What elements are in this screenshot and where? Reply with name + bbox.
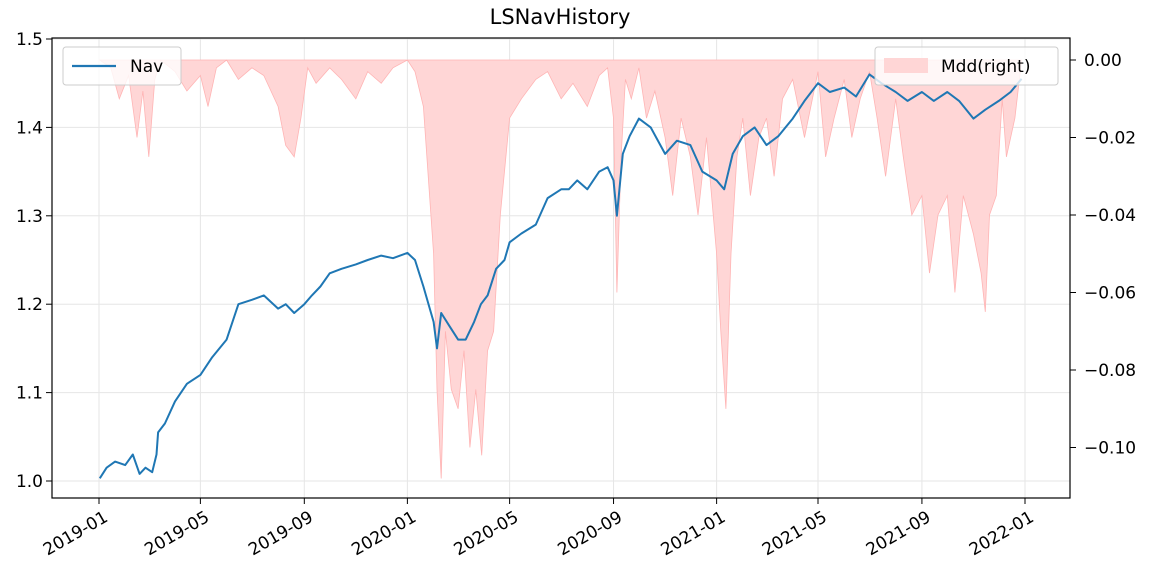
legend-nav-box (62, 46, 182, 86)
x-tick-label: 2019-05 (141, 507, 213, 560)
x-tick-label: 2019-09 (245, 507, 317, 560)
x-tick-label: 2021-01 (658, 507, 730, 560)
y-left-tick-label: 1.2 (16, 295, 43, 315)
y-axis-left: 1.0 1.1 1.2 1.3 1.4 1.5 (16, 30, 52, 492)
x-tick-label: 2021-05 (759, 507, 831, 560)
plot-frame (51, 37, 1071, 499)
y-right-tick-label: −0.04 (1084, 206, 1136, 226)
legend-mdd-box (874, 46, 1059, 86)
legend-nav: Nav (62, 46, 182, 86)
y-left-tick-label: 1.0 (16, 472, 43, 492)
y-right-tick-label: −0.10 (1084, 439, 1136, 459)
mdd-area (98, 59, 1023, 479)
legend-mdd-label: Mdd(right) (941, 57, 1030, 77)
y-right-tick-label: −0.06 (1084, 284, 1136, 304)
nav-series (98, 73, 1023, 479)
x-tick-label: 2020-01 (348, 507, 420, 560)
y-right-tick-label: 0.00 (1084, 51, 1122, 71)
legend-mdd-swatch (884, 58, 928, 73)
x-tick-label: 2020-05 (451, 507, 523, 560)
y-left-tick-label: 1.3 (16, 207, 43, 227)
chart-title: LSNavHistory (490, 5, 631, 29)
y-left-tick-label: 1.5 (16, 30, 43, 50)
x-tick-label: 2019-01 (40, 507, 112, 560)
legend-nav-label: Nav (130, 57, 163, 77)
x-tick-label: 2021-09 (863, 507, 935, 560)
x-axis: 2019-01 2019-05 2019-09 2020-01 2020-05 2020-… (40, 498, 1038, 560)
y-right-tick-label: −0.08 (1084, 361, 1136, 381)
y-left-tick-label: 1.1 (16, 384, 43, 404)
legend-mdd: Mdd(right) (874, 46, 1059, 86)
y-right-tick-label: −0.02 (1084, 129, 1136, 149)
y-left-tick-label: 1.4 (16, 118, 43, 138)
nav-line (98, 73, 1023, 479)
x-tick-label: 2022-01 (966, 507, 1038, 560)
y-axis-right: 0.00 −0.02 −0.04 −0.06 −0.08 −0.10 (1070, 51, 1136, 459)
mdd-series (98, 59, 1023, 479)
x-tick-label: 2020-09 (555, 507, 627, 560)
